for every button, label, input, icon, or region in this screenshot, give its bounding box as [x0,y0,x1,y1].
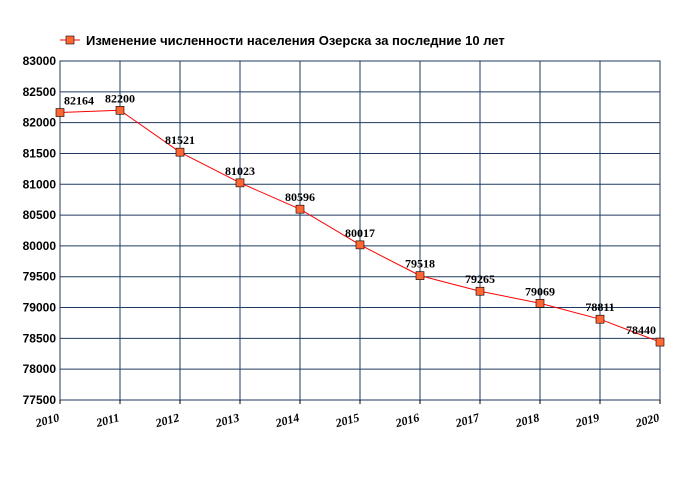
data-point [175,147,185,157]
y-tick-label: 79500 [23,270,57,284]
data-label: 80017 [345,226,375,240]
data-point [295,204,305,214]
y-tick-label: 80000 [23,239,57,253]
y-tick-label: 80500 [23,208,57,222]
y-tick-label: 83000 [23,54,57,68]
x-tick-label: 2014 [273,410,301,430]
x-tick-label: 2010 [33,410,61,430]
data-label: 82200 [105,91,135,105]
data-label: 78440 [626,323,656,337]
legend-label: Изменение численности населения Озерска … [86,33,505,48]
y-tick-label: 78000 [23,362,57,376]
legend: Изменение численности населения Озерска … [60,33,505,48]
data-point [55,108,65,117]
x-tick-label: 2017 [453,410,482,430]
data-point [355,240,365,250]
data-point [475,286,485,296]
grid [59,60,661,404]
x-tick-label: 2016 [393,410,421,430]
data-label: 80596 [285,190,315,204]
data-point [535,298,545,308]
y-tick-label: 81500 [23,146,57,160]
x-tick-label: 2019 [573,410,601,430]
x-tick-label: 2018 [513,410,541,430]
x-tick-label: 2012 [153,410,181,430]
data-labels: 82164 82200 81521 81023 80596 80017 79518 79265… [64,91,656,337]
data-label: 81521 [165,133,195,147]
y-tick-label: 82000 [23,116,57,130]
data-point [655,337,665,347]
x-tick-label: 2013 [213,410,241,430]
y-tick-label: 82500 [23,85,57,99]
data-label: 78811 [585,300,614,314]
y-tick-label: 79000 [23,301,57,315]
data-label: 79265 [465,272,495,286]
legend-marker [65,35,75,45]
data-label: 79069 [525,284,555,298]
x-tick-label: 2015 [333,410,361,430]
y-axis-ticks: 83000 82500 82000 81500 81000 80500 80000 79500… [23,54,57,407]
data-point [415,271,425,280]
data-point [595,314,605,324]
data-point [235,178,245,188]
data-point [115,106,125,115]
data-label: 79518 [405,257,435,271]
x-tick-label: 2011 [94,410,121,430]
y-tick-label: 78500 [23,331,57,345]
y-tick-label: 81000 [23,177,57,191]
series [55,106,665,347]
y-tick-label: 77500 [23,393,57,407]
x-axis-ticks: 2010 2011 2012 2013 2014 2015 2016 2017 2018 2019… [33,410,661,430]
x-tick-label: 2020 [633,410,661,430]
data-label: 82164 [64,94,94,108]
data-label: 81023 [225,164,255,178]
